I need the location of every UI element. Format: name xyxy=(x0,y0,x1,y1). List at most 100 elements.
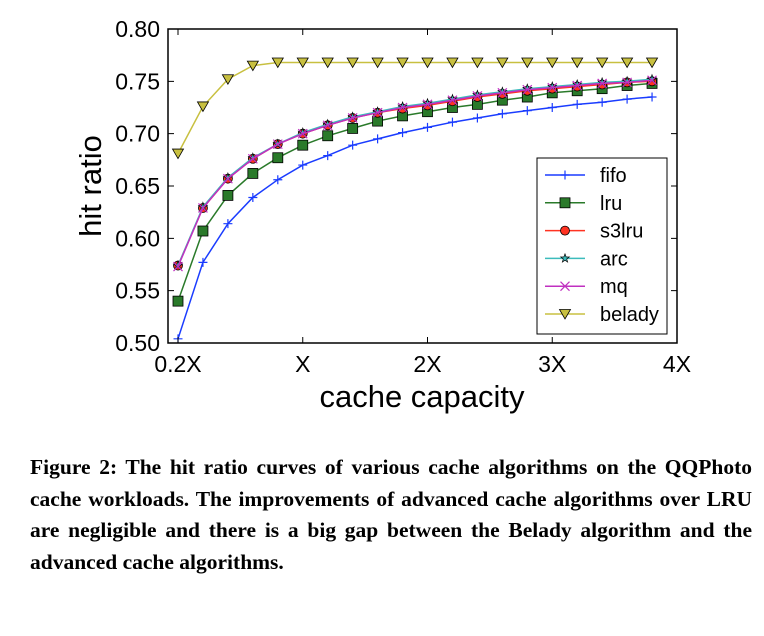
point-belady xyxy=(471,57,484,69)
x-axis-label: cache capacity xyxy=(319,379,525,414)
point-mq xyxy=(372,107,383,118)
y-tick-label: 0.65 xyxy=(115,173,160,199)
point-fifo xyxy=(273,175,283,185)
legend-marker xyxy=(560,170,570,180)
point-belady xyxy=(296,57,309,69)
point-belady xyxy=(496,57,509,69)
y-tick-label: 0.50 xyxy=(115,330,160,356)
point-mq xyxy=(173,261,183,272)
y-tick-label: 0.70 xyxy=(115,121,160,147)
y-axis-label: hit ratio xyxy=(73,135,108,237)
point-fifo xyxy=(472,113,482,123)
legend-label: lru xyxy=(600,193,622,215)
point-belady xyxy=(595,57,609,69)
point-mq xyxy=(622,77,633,88)
y-tick-label: 0.80 xyxy=(115,16,160,42)
point-mq xyxy=(297,128,308,139)
point-mq xyxy=(422,99,433,110)
legend-marker xyxy=(560,225,570,236)
point-fifo xyxy=(522,106,532,116)
point-lru xyxy=(347,123,359,134)
point-lru xyxy=(172,295,184,307)
series-fifo xyxy=(173,92,657,344)
point-mq xyxy=(198,203,208,213)
point-belady xyxy=(196,101,210,113)
point-fifo xyxy=(398,128,408,138)
legend-entry-arc: arc xyxy=(545,248,628,270)
point-belady xyxy=(645,57,659,69)
point-lru xyxy=(297,139,309,151)
point-mq xyxy=(397,102,408,113)
point-fifo xyxy=(447,117,457,127)
point-mq xyxy=(572,80,583,91)
legend-entry-lru: lru xyxy=(545,193,622,215)
point-mq xyxy=(647,75,657,86)
point-belady xyxy=(171,148,185,160)
legend-entry-belady: belady xyxy=(545,304,659,326)
point-fifo xyxy=(597,97,607,107)
point-fifo xyxy=(572,99,582,109)
point-mq xyxy=(497,87,508,98)
legend-box xyxy=(536,157,668,335)
x-tick-label: 3X xyxy=(538,351,566,377)
point-fifo xyxy=(298,160,308,170)
point-lru xyxy=(222,190,234,201)
legend-label: fifo xyxy=(600,165,627,187)
legend: fifo lru s3lru arc mq belady xyxy=(536,157,668,335)
x-tick-label: 2X xyxy=(413,351,441,377)
x-tick-label: X xyxy=(295,351,310,377)
point-fifo xyxy=(647,92,657,102)
point-mq xyxy=(447,95,458,106)
legend-marker xyxy=(559,252,571,263)
figure-caption: Figure 2: The hit ratio curves of variou… xyxy=(30,455,752,574)
point-fifo xyxy=(547,103,557,112)
point-mq xyxy=(547,82,558,93)
legend-marker xyxy=(558,309,572,320)
point-belady xyxy=(546,57,559,69)
point-belady xyxy=(271,57,284,69)
line-mq xyxy=(177,79,653,267)
point-mq xyxy=(347,113,358,123)
point-fifo xyxy=(348,140,358,150)
point-lru xyxy=(197,225,209,237)
point-belady xyxy=(246,60,260,72)
legend-entry-s3lru: s3lru xyxy=(545,221,643,243)
point-fifo xyxy=(373,134,383,144)
point-belady xyxy=(571,57,584,69)
point-mq xyxy=(597,78,608,89)
point-mq xyxy=(247,153,258,164)
point-fifo xyxy=(622,94,632,104)
legend-entry-mq: mq xyxy=(545,276,628,298)
point-mq xyxy=(222,173,233,184)
legend-entry-fifo: fifo xyxy=(545,165,627,187)
plot-marks xyxy=(171,57,659,344)
point-fifo xyxy=(423,122,432,132)
point-fifo xyxy=(323,151,333,161)
point-fifo xyxy=(223,219,233,229)
legend-label: belady xyxy=(600,304,659,326)
x-tick-label: 0.2X xyxy=(154,351,201,377)
point-mq xyxy=(522,84,533,95)
point-belady xyxy=(446,57,459,69)
legend-marker xyxy=(559,197,571,209)
line-belady xyxy=(177,61,652,154)
legend-label: s3lru xyxy=(600,221,643,243)
point-fifo xyxy=(198,257,208,267)
point-belady xyxy=(221,74,235,86)
x-tick-label: 4X xyxy=(663,351,691,377)
series-belady xyxy=(171,57,659,160)
point-mq xyxy=(272,139,283,150)
point-lru xyxy=(247,168,259,179)
axis-ticks: 0.2X X 2X 3X 4X 0.50 0.55 0.60 0.65 0.70 0.75 0.80 xyxy=(115,16,691,377)
point-belady xyxy=(396,57,409,69)
series-mq xyxy=(173,75,657,272)
point-lru xyxy=(322,130,334,142)
point-belady xyxy=(321,57,334,69)
y-tick-label: 0.75 xyxy=(115,68,160,94)
point-mq xyxy=(472,91,483,101)
point-lru xyxy=(272,152,284,164)
point-belady xyxy=(521,57,534,69)
y-tick-label: 0.60 xyxy=(115,225,160,251)
legend-marker xyxy=(560,281,570,292)
legend-label: arc xyxy=(600,248,628,270)
